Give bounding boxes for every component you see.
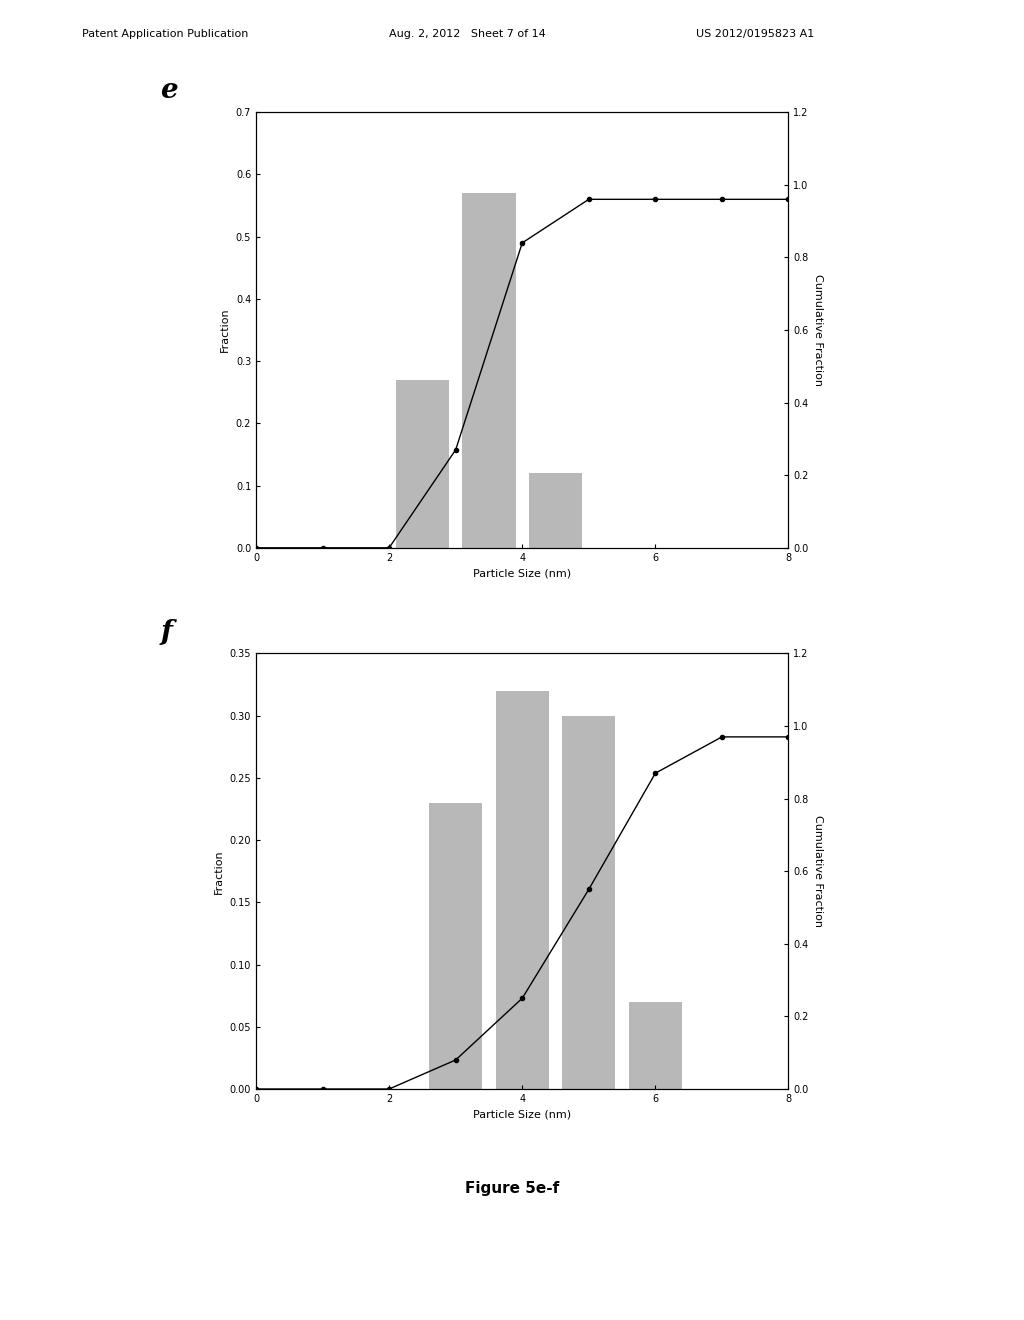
Y-axis label: Fraction: Fraction [220, 308, 230, 352]
X-axis label: Particle Size (nm): Particle Size (nm) [473, 568, 571, 578]
Y-axis label: Fraction: Fraction [214, 849, 224, 894]
Bar [562, 715, 615, 1089]
Bar [463, 193, 516, 548]
Bar [528, 473, 582, 548]
Text: e: e [160, 78, 178, 104]
Text: Patent Application Publication: Patent Application Publication [82, 29, 248, 40]
Bar [429, 803, 482, 1089]
Text: Aug. 2, 2012   Sheet 7 of 14: Aug. 2, 2012 Sheet 7 of 14 [389, 29, 546, 40]
Y-axis label: Cumulative Fraction: Cumulative Fraction [813, 275, 822, 385]
Y-axis label: Cumulative Fraction: Cumulative Fraction [813, 816, 822, 927]
Bar [629, 1002, 682, 1089]
Bar [496, 690, 549, 1089]
Bar [395, 380, 449, 548]
Text: US 2012/0195823 A1: US 2012/0195823 A1 [696, 29, 814, 40]
Text: f: f [160, 619, 172, 645]
X-axis label: Particle Size (nm): Particle Size (nm) [473, 1109, 571, 1119]
Text: Figure 5e-f: Figure 5e-f [465, 1181, 559, 1196]
